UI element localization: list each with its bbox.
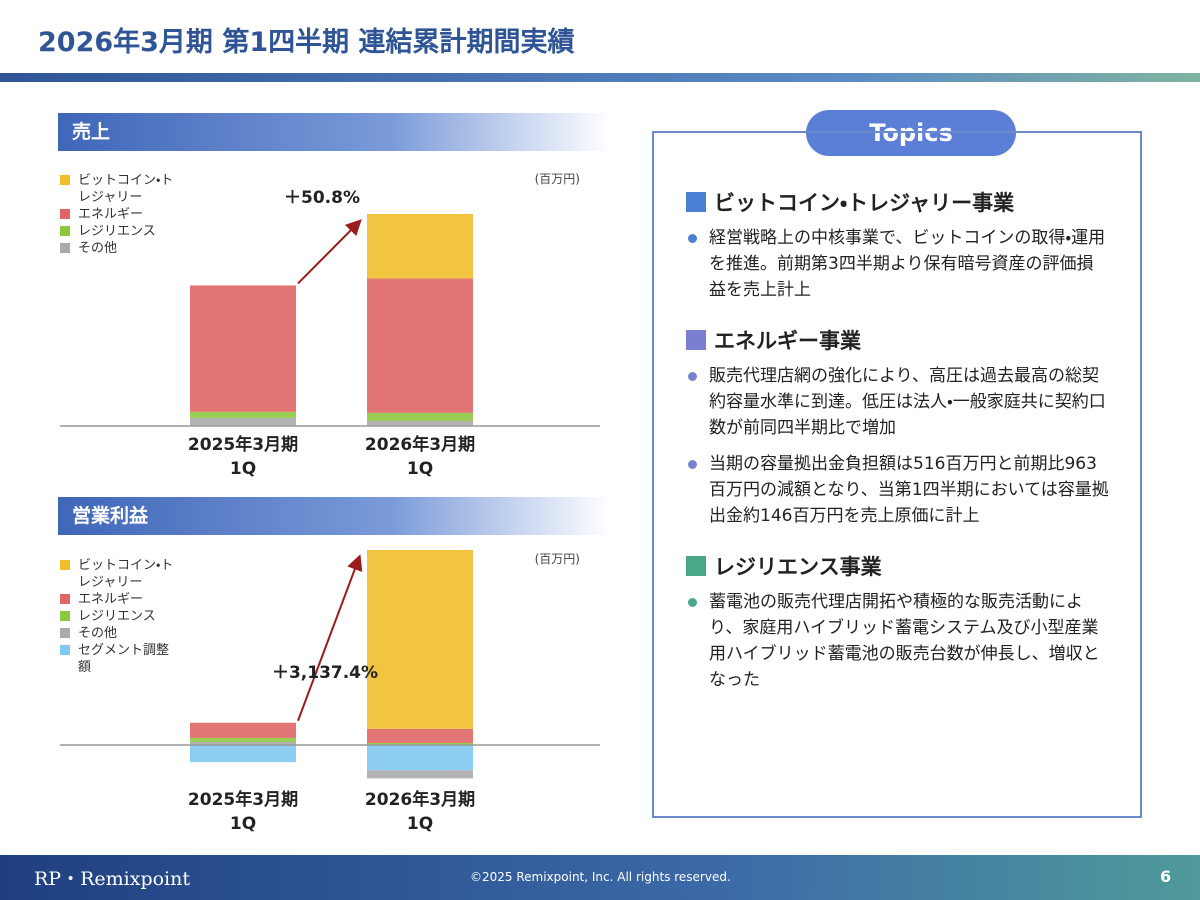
bullet-text: 当期の容量拠出金負担額は516百万円と前期比963百万円の減額となり、当第1四半… <box>709 454 1109 526</box>
bar-segment <box>190 737 296 742</box>
topic-bullet: 当期の容量拠出金負担額は516百万円と前期比963百万円の減額となり、当第1四半… <box>686 451 1110 529</box>
unit-label: (百万円) <box>535 552 580 566</box>
bar-segment <box>367 420 473 426</box>
legend-swatch <box>60 594 70 604</box>
legend-swatch <box>60 243 70 253</box>
bar-segment <box>190 741 296 745</box>
legend-label: レジリエンス <box>78 609 156 624</box>
bullet-dot <box>688 234 697 243</box>
growth-arrow <box>297 219 362 285</box>
legend-label: ビットコイン・トレジャリー <box>78 558 174 590</box>
legend-entry: ビットコイン・トレジャリー <box>60 172 174 206</box>
bullet-text: 経営戦略上の中核事業で、ビットコインの取得・運用を推進。前期第3四半期より保有暗… <box>709 228 1106 300</box>
topic-heading: エネルギー事業 <box>686 325 1110 355</box>
bar-segment <box>367 728 473 743</box>
heading-icon <box>686 330 706 350</box>
legend-label: その他 <box>78 626 118 641</box>
legend-label: レジリエンス <box>78 224 156 239</box>
bar-segment <box>367 745 473 771</box>
bullet-dot <box>688 460 697 469</box>
bullet-text: 蓄電池の販売代理店開拓や積極的な販売活動により、家庭用ハイブリッド蓄電システム及… <box>709 592 1100 690</box>
legend-entry: エネルギー <box>60 206 174 223</box>
legend-swatch <box>60 560 70 570</box>
bullet-dot <box>688 372 697 381</box>
section-header: 売上 <box>58 113 610 151</box>
bullet-dot <box>688 598 697 607</box>
legend-entry: セグメント調整額 <box>60 642 174 676</box>
bar-segment <box>367 412 473 421</box>
bar-segment <box>190 745 296 763</box>
legend-label: ビットコイン・トレジャリー <box>78 173 174 205</box>
bar-segment <box>190 411 296 418</box>
legend-label: エネルギー <box>78 592 144 607</box>
page-number: 6 <box>1160 867 1172 886</box>
topic-bullet: 販売代理店網の強化により、高圧は過去最高の総契約容量水準に到達。低圧は法人・一般… <box>686 363 1110 441</box>
heading-text: レジリエンス事業 <box>714 555 882 579</box>
topic-section: レジリエンス事業蓄電池の販売代理店開拓や積極的な販売活動により、家庭用ハイブリッ… <box>686 551 1110 693</box>
legend-label: その他 <box>78 241 118 256</box>
heading-icon <box>686 556 706 576</box>
bar-segment <box>367 550 473 729</box>
legend-swatch <box>60 611 70 621</box>
logo: RP・Remixpoint <box>34 868 190 890</box>
copyright: ©2025 Remixpoint, Inc. All rights reserv… <box>470 870 731 884</box>
bar-segment <box>367 214 473 279</box>
category-label: 2025年3月期 1Q <box>187 435 299 479</box>
topic-heading: レジリエンス事業 <box>686 551 1110 581</box>
topics-title: Topics <box>806 110 1016 156</box>
topics-box: ビットコイン・トレジャリー事業経営戦略上の中核事業で、ビットコインの取得・運用を… <box>652 131 1142 818</box>
growth-annotation: ＋50.8% <box>284 188 360 208</box>
legend: ビットコイン・トレジャリーエネルギーレジリエンス その他 <box>60 172 174 257</box>
category-label: 2025年3月期 1Q <box>187 790 299 834</box>
slide-title: 2026年3月期 第1四半期 連結累計期間実績 <box>38 27 575 58</box>
legend-entry: その他 <box>60 625 174 642</box>
category-label: 2026年3月期 1Q <box>364 435 476 479</box>
unit-label: (百万円) <box>535 172 580 186</box>
topic-heading: ビットコイン・トレジャリー事業 <box>686 187 1110 217</box>
bar-segment <box>367 742 473 745</box>
heading-text: エネルギー事業 <box>714 329 861 353</box>
title-bar <box>0 73 1200 82</box>
topic-bullet: 蓄電池の販売代理店開拓や積極的な販売活動により、家庭用ハイブリッド蓄電システム及… <box>686 589 1110 693</box>
heading-icon <box>686 192 706 212</box>
topic-bullet: 経営戦略上の中核事業で、ビットコインの取得・運用を推進。前期第3四半期より保有暗… <box>686 225 1110 303</box>
bar-segment <box>190 285 296 412</box>
growth-annotation: ＋3,137.4% <box>272 663 378 683</box>
topic-section: エネルギー事業販売代理店網の強化により、高圧は過去最高の総契約容量水準に到達。低… <box>686 325 1110 529</box>
bar-segment <box>367 278 473 413</box>
legend-swatch <box>60 175 70 185</box>
legend-swatch <box>60 209 70 219</box>
legend-swatch <box>60 226 70 236</box>
legend-entry: その他 <box>60 240 174 257</box>
legend-entry: レジリエンス <box>60 223 174 240</box>
legend: ビットコイン・トレジャリーエネルギーレジリエンス その他セグメント調整額 <box>60 557 174 676</box>
legend-entry: レジリエンス <box>60 608 174 625</box>
section-header: 営業利益 <box>58 497 610 535</box>
category-label: 2026年3月期 1Q <box>364 790 476 834</box>
legend-swatch <box>60 628 70 638</box>
legend-label: セグメント調整額 <box>78 643 170 675</box>
heading-text: ビットコイン・トレジャリー事業 <box>714 191 1015 215</box>
bullet-text: 販売代理店網の強化により、高圧は過去最高の総契約容量水準に到達。低圧は法人・一般… <box>709 366 1106 438</box>
legend-entry: エネルギー <box>60 591 174 608</box>
legend-label: エネルギー <box>78 207 144 222</box>
legend-entry: ビットコイン・トレジャリー <box>60 557 174 591</box>
growth-arrow <box>297 554 363 722</box>
bar-segment <box>367 770 473 779</box>
bar-segment <box>190 722 296 738</box>
legend-swatch <box>60 645 70 655</box>
bar-segment <box>190 417 296 426</box>
footer: RP・Remixpoint ©2025 Remixpoint, Inc. All… <box>0 855 1200 900</box>
topic-section: ビットコイン・トレジャリー事業経営戦略上の中核事業で、ビットコインの取得・運用を… <box>686 187 1110 303</box>
